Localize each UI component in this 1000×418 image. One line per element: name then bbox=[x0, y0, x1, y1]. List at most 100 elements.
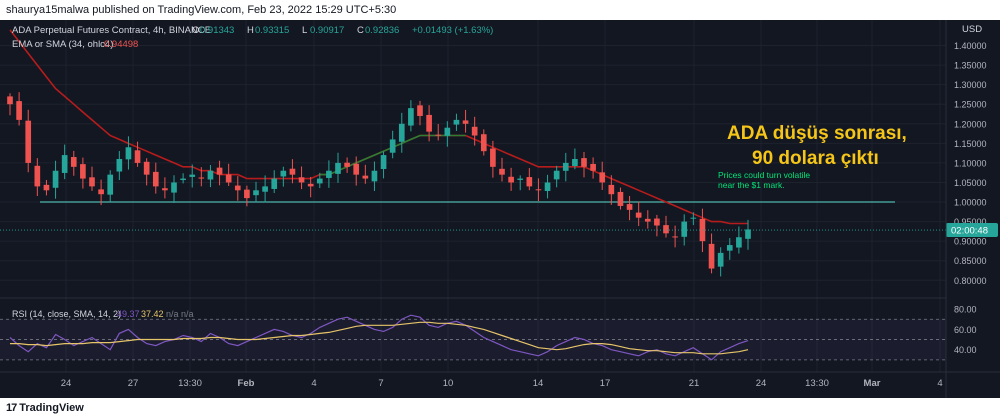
candle-body bbox=[590, 163, 596, 171]
candle-body bbox=[672, 236, 678, 238]
candle-body bbox=[635, 212, 642, 218]
candle-body bbox=[526, 177, 533, 187]
currency-label: USD bbox=[962, 24, 982, 35]
candle-body bbox=[462, 120, 469, 124]
candle-body bbox=[417, 105, 423, 116]
price-tick-label: 1.00000 bbox=[954, 198, 987, 208]
candle-body bbox=[125, 147, 132, 160]
last-price-label: 02:00:48 bbox=[951, 226, 988, 237]
published-text: shaurya15malwa published on TradingView.… bbox=[6, 4, 397, 16]
candle-body bbox=[107, 174, 114, 195]
candle-body bbox=[326, 170, 332, 178]
rsi-tick-label: 60.00 bbox=[954, 325, 977, 335]
candle-body bbox=[471, 126, 478, 136]
candle-body bbox=[70, 157, 77, 167]
price-tick-label: 1.05000 bbox=[954, 178, 987, 188]
legend-symbol: ADA Perpetual Futures Contract, 4h, BINA… bbox=[12, 25, 211, 36]
price-tick-label: 1.30000 bbox=[954, 80, 987, 90]
candle-body bbox=[453, 119, 460, 125]
candle-body bbox=[717, 252, 724, 267]
candle-body bbox=[280, 170, 287, 177]
candle-body bbox=[745, 229, 751, 239]
time-tick-label: Feb bbox=[238, 378, 255, 389]
tradingview-brand: TradingView bbox=[19, 402, 84, 414]
time-tick-label: Mar bbox=[864, 378, 881, 389]
headline-line-1: ADA düşüş sonrası, bbox=[727, 123, 907, 144]
candle-body bbox=[7, 96, 13, 105]
candle-body bbox=[225, 174, 232, 183]
candle-body bbox=[34, 165, 41, 187]
candle-body bbox=[490, 148, 496, 167]
candle-body bbox=[89, 177, 95, 187]
candle-body bbox=[499, 168, 505, 175]
price-tick-label: 0.85000 bbox=[954, 256, 987, 266]
chart-area[interactable]: 1.40000 1.35000 1.30000 1.25000 1.20000 1.150… bbox=[0, 20, 1000, 398]
candle-body bbox=[80, 164, 86, 179]
price-chart-svg[interactable]: 1.40000 1.35000 1.30000 1.25000 1.20000 1.150… bbox=[0, 20, 1000, 398]
footer-bar: 17 TradingView bbox=[0, 398, 1000, 418]
candle-body bbox=[234, 185, 241, 191]
candle-body bbox=[262, 186, 268, 192]
time-tick-label: 27 bbox=[128, 378, 139, 389]
legend-indicator: EMA or SMA (34, ohlc4) bbox=[12, 39, 113, 50]
candle-body bbox=[535, 189, 542, 191]
price-tick-label: 1.40000 bbox=[954, 41, 987, 51]
rsi-line bbox=[9, 314, 749, 361]
candle-body bbox=[152, 171, 159, 187]
candle-body bbox=[207, 170, 214, 180]
time-axis: 24 27 13:30 Feb 4 7 10 14 17 21 24 13:30 Mar 4 bbox=[61, 378, 943, 389]
candle-body bbox=[52, 170, 59, 188]
rsi-tick-label: 40.00 bbox=[954, 345, 977, 355]
candle-body bbox=[61, 155, 68, 173]
candle-body bbox=[608, 184, 615, 195]
candle-body bbox=[353, 163, 360, 175]
candles bbox=[7, 92, 751, 277]
candle-body bbox=[216, 167, 223, 175]
time-tick-label: 14 bbox=[533, 378, 544, 389]
price-tick-label: 0.80000 bbox=[954, 276, 987, 286]
candle-body bbox=[16, 101, 22, 120]
price-tick-label: 1.15000 bbox=[954, 139, 987, 149]
time-tick-label: 13:30 bbox=[805, 378, 829, 389]
rsi-value-1: 49.37 bbox=[117, 309, 140, 319]
time-tick-label: 21 bbox=[689, 378, 700, 389]
last-price-tag-bg bbox=[946, 223, 998, 238]
candle-body bbox=[517, 178, 524, 180]
tradingview-logo[interactable]: 17 TradingView bbox=[6, 398, 84, 418]
candle-body bbox=[298, 177, 305, 183]
candle-body bbox=[681, 221, 688, 237]
candle-body bbox=[335, 162, 341, 174]
legend-change: +0.01493 (+1.63%) bbox=[412, 25, 493, 36]
time-tick-label: 24 bbox=[756, 378, 767, 389]
candle-body bbox=[572, 159, 578, 167]
legend-ohlc: O 0.91343 H 0.93315 L 0.90917 C 0.92836 +0.01493… bbox=[192, 25, 493, 36]
candle-body bbox=[180, 178, 186, 181]
candle-body bbox=[435, 134, 442, 136]
candle-body bbox=[644, 218, 651, 222]
candle-body bbox=[371, 170, 378, 182]
candle-body bbox=[143, 161, 150, 175]
rsi-legend: RSI (14, close, SMA, 14, 2) 49.37 37.42 … bbox=[12, 309, 194, 319]
candle-body bbox=[508, 176, 514, 183]
rsi-axis: 80.00 60.00 40.00 bbox=[954, 305, 977, 356]
time-tick-label: 10 bbox=[443, 378, 454, 389]
candle-body bbox=[116, 159, 123, 172]
candle-body bbox=[544, 182, 551, 192]
candle-body bbox=[253, 190, 259, 196]
time-tick-label: 24 bbox=[61, 378, 72, 389]
note-line-1: Prices could turn volatile bbox=[718, 170, 810, 180]
rsi-value-2: 37.42 bbox=[141, 309, 164, 319]
time-tick-label: 7 bbox=[378, 378, 383, 389]
candle-body bbox=[444, 127, 451, 136]
candle-body bbox=[344, 162, 350, 167]
candle-body bbox=[426, 114, 432, 132]
candle-body bbox=[362, 175, 369, 179]
legend-ohlc-value: 0.92836 bbox=[365, 25, 399, 36]
candle-body bbox=[380, 155, 387, 170]
note-line-2: near the $1 mark. bbox=[718, 180, 785, 190]
candle-body bbox=[398, 123, 405, 142]
legend-ohlc-key: O bbox=[192, 25, 199, 36]
last-price-tag: 02:00:48 bbox=[946, 223, 998, 238]
candle-body bbox=[316, 178, 323, 184]
candle-body bbox=[171, 182, 177, 193]
